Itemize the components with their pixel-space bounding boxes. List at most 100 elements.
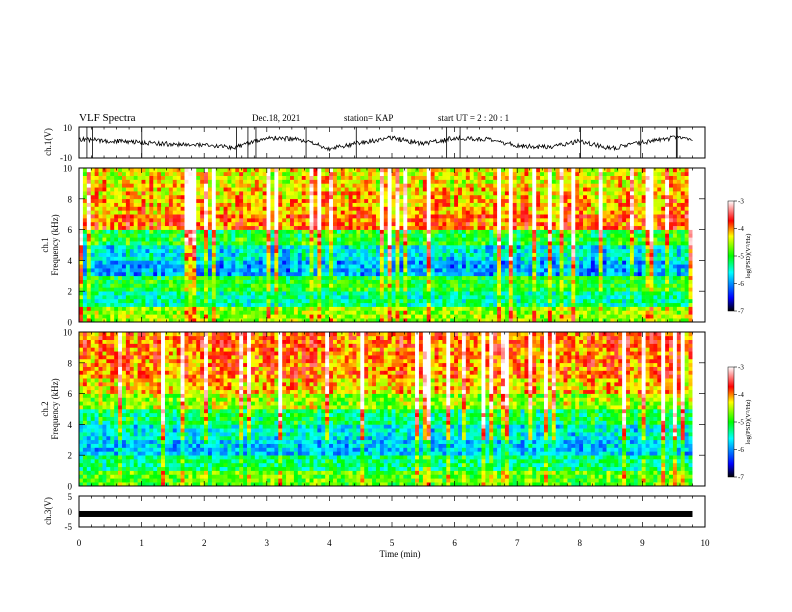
ch1-spec-cell bbox=[301, 298, 306, 304]
ch1-spec-cell bbox=[387, 225, 392, 230]
ch1-spec-cell bbox=[118, 275, 123, 280]
ch1-spec-cell bbox=[501, 283, 506, 288]
ch1-spec-cell bbox=[626, 202, 631, 207]
ch1-spec-cell bbox=[317, 210, 322, 215]
ch1-spec-cell bbox=[637, 318, 642, 323]
ch1-spec-cell bbox=[559, 252, 564, 257]
ch1-spec-cell bbox=[215, 248, 220, 253]
ch1-spec-cell bbox=[403, 298, 408, 304]
ch1-spec-cell bbox=[411, 241, 416, 246]
ch1-spec-cell bbox=[340, 218, 346, 223]
ch1-spec-cell bbox=[637, 229, 642, 234]
ch1-spec-cell bbox=[551, 268, 557, 273]
ch1-spec-cell bbox=[286, 279, 291, 284]
ch1-spec-cell bbox=[473, 245, 478, 250]
ch1-spec-cell bbox=[586, 202, 592, 207]
ch1-spec-cell bbox=[231, 264, 236, 269]
ch1-spec-cell bbox=[602, 314, 607, 319]
ch1-spec-cell bbox=[270, 271, 275, 277]
ch1-spec-cell bbox=[145, 256, 150, 261]
ch1-spec-cell bbox=[559, 283, 564, 288]
ch1-spec-cell bbox=[684, 248, 689, 253]
ch1-spec-cell bbox=[278, 221, 283, 227]
ch1-spec-cell bbox=[477, 295, 482, 300]
ch1-spec-cell bbox=[215, 256, 220, 261]
ch1-spec-cell bbox=[391, 256, 396, 261]
ch1-spec-cell bbox=[418, 302, 424, 307]
ch1-spec-cell bbox=[579, 237, 584, 242]
ch1-spec-cell bbox=[360, 237, 365, 242]
ch1-spec-cell bbox=[567, 241, 572, 246]
ch1-spec-cell bbox=[575, 314, 580, 319]
ch1-spec-cell bbox=[286, 264, 291, 269]
ch1-spec-cell bbox=[618, 218, 623, 223]
ch1-spec-cell bbox=[149, 318, 154, 323]
ch1-spec-cell bbox=[512, 221, 517, 227]
ch1-spec-cell bbox=[415, 252, 420, 257]
ch1-spec-cell bbox=[418, 279, 424, 284]
ch1-spec-cell bbox=[196, 248, 201, 253]
ch1-spec-cell bbox=[422, 264, 428, 269]
ch1-spec-cell bbox=[551, 233, 557, 238]
ch1-spec-cell bbox=[344, 283, 349, 288]
ch1-spec-cell bbox=[301, 260, 306, 265]
ch1-spec-cell bbox=[110, 264, 115, 269]
ch1-spec-cell bbox=[188, 233, 193, 238]
ch1-spec-cell bbox=[332, 218, 338, 223]
ch1-spec-cell bbox=[207, 241, 213, 246]
ch1-spec-cell bbox=[497, 264, 502, 269]
ch1-spec-cell bbox=[102, 229, 107, 234]
ch1-spec-cell bbox=[352, 210, 357, 215]
ch1-spec-cell bbox=[133, 302, 138, 307]
ch1-spec-cell bbox=[653, 306, 658, 311]
ch1-spec-cell bbox=[672, 310, 678, 315]
ch1-spec-cell bbox=[383, 233, 388, 238]
ch1-spec-cell bbox=[94, 306, 99, 311]
ch1-spec-cell bbox=[235, 264, 240, 269]
ch1-spec-cell bbox=[473, 256, 478, 261]
ch1-spec-cell bbox=[543, 214, 549, 219]
ch1-spec-cell bbox=[399, 275, 404, 280]
ch1-spec-cell bbox=[286, 225, 291, 230]
ch1-spec-cell bbox=[430, 275, 435, 280]
ch1-spec-cell bbox=[493, 202, 498, 207]
ch1-spec-cell bbox=[598, 283, 603, 288]
ch1-spec-cell bbox=[375, 260, 381, 265]
ch1-spec-cell bbox=[204, 306, 209, 311]
ch1-spec-cell bbox=[258, 221, 263, 227]
ch1-spec-cell bbox=[395, 302, 400, 307]
ch1-spec-cell bbox=[469, 206, 474, 211]
ch1-spec-cell bbox=[98, 279, 103, 284]
ch1-spec-cell bbox=[567, 306, 572, 311]
ch1-spec-cell bbox=[301, 245, 306, 250]
ch1-spec-cell bbox=[297, 252, 303, 257]
ch1-spec-cell bbox=[497, 283, 502, 288]
ch1-spec-cell bbox=[196, 295, 201, 300]
ch1-spec-cell bbox=[641, 291, 646, 296]
ch1-spec-cell bbox=[684, 218, 689, 223]
ch1-spec-cell bbox=[626, 245, 631, 250]
ch1-spec-cell bbox=[489, 295, 494, 300]
ch1-spec-cell bbox=[536, 279, 541, 284]
ch1-spec-cell bbox=[118, 318, 123, 323]
ch1-spec-cell bbox=[446, 283, 451, 288]
ch1-spec-cell bbox=[598, 214, 603, 219]
ch1-spec-cell bbox=[176, 221, 181, 227]
ch1-spec-cell bbox=[344, 245, 349, 250]
ch1-spec-cell bbox=[516, 233, 521, 238]
ch1-spec-cell bbox=[559, 221, 564, 227]
ch1-spec-cell bbox=[415, 268, 420, 273]
ch1-spec-cell bbox=[383, 206, 388, 211]
ch1-spec-cell bbox=[168, 210, 174, 215]
ch1-spec-cell bbox=[508, 237, 514, 242]
ch1-spec-cell bbox=[223, 252, 228, 257]
ch1-spec-cell bbox=[110, 295, 115, 300]
ch1-spec-cell bbox=[168, 310, 174, 315]
ch1-spec-cell bbox=[520, 318, 525, 323]
ch1-spec-cell bbox=[633, 306, 639, 311]
ch1-spec-cell bbox=[227, 291, 232, 296]
ch1-spec-cell bbox=[270, 275, 275, 280]
ch1-spec-cell bbox=[129, 318, 135, 323]
ch1-spec-cell bbox=[133, 295, 138, 300]
ch1-spec-cell bbox=[418, 237, 424, 242]
